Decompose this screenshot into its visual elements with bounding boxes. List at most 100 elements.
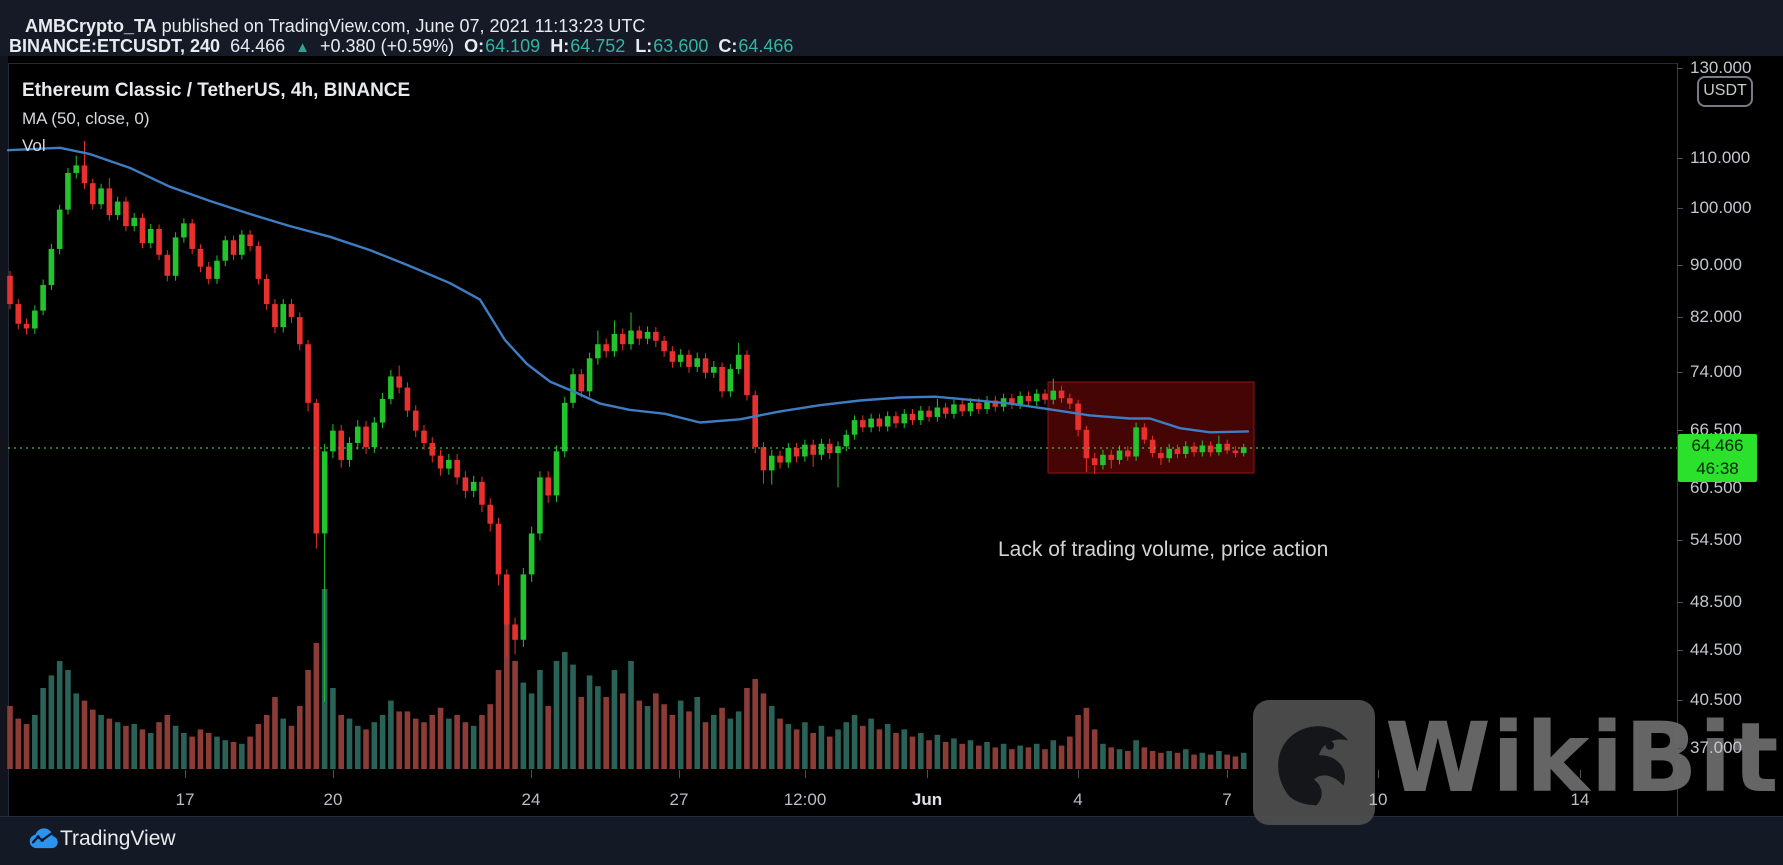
candle-body xyxy=(752,395,758,448)
candle-body xyxy=(462,477,469,491)
up-triangle-icon: ▲ xyxy=(295,39,310,56)
volume-bar xyxy=(1216,751,1222,769)
candle-body xyxy=(56,209,63,249)
candle-body xyxy=(255,246,262,279)
candle-body xyxy=(810,444,816,455)
volume-bar xyxy=(818,725,825,769)
candle-body xyxy=(802,444,808,457)
close-label: C: xyxy=(718,36,738,56)
candle-body xyxy=(570,374,576,403)
ma-indicator-label[interactable]: MA (50, close, 0) xyxy=(22,109,150,128)
time-tick xyxy=(1078,770,1079,778)
volume-bar xyxy=(1000,743,1007,769)
time-axis-label: 10 xyxy=(1368,790,1388,809)
candle-body xyxy=(653,331,659,341)
chart-area[interactable] xyxy=(0,56,1783,816)
candle-body xyxy=(1133,427,1139,457)
volume-bar xyxy=(1158,752,1164,769)
candle-body xyxy=(1025,395,1032,402)
candle-body xyxy=(992,400,999,407)
time-axis-label: 7 xyxy=(1222,790,1232,809)
candle-body xyxy=(661,340,667,352)
low-value: 63.600 xyxy=(653,36,709,56)
volume-bar xyxy=(992,747,999,769)
candle-body xyxy=(421,430,427,443)
publish-text: published on TradingView.com, June 07, 2… xyxy=(156,16,646,36)
volume-bar xyxy=(768,706,775,769)
current-price-badge: 64.466 46:38 xyxy=(1678,434,1757,482)
candle-body xyxy=(1149,439,1156,454)
candle-body xyxy=(636,330,643,339)
volume-bar xyxy=(1091,729,1098,769)
volume-bar xyxy=(1042,749,1048,769)
currency-unit-badge[interactable]: USDT xyxy=(1697,76,1753,107)
candle-body xyxy=(1166,448,1172,459)
volume-bar xyxy=(1182,749,1189,769)
candle-body xyxy=(876,418,883,427)
volume-bar xyxy=(90,709,96,769)
price-tick xyxy=(1677,650,1683,651)
candle-body xyxy=(1075,403,1081,430)
candle-body xyxy=(313,402,320,534)
candle-body xyxy=(181,223,187,238)
candle-body xyxy=(793,448,800,457)
candle-body xyxy=(147,228,154,244)
volume-bar xyxy=(272,697,278,769)
volume-bar xyxy=(1100,743,1106,769)
volume-bar xyxy=(893,733,899,769)
volume-bar xyxy=(346,718,353,769)
price-axis-label: 82.000 xyxy=(1690,307,1742,326)
volume-bar xyxy=(388,700,394,769)
candle-body xyxy=(470,481,477,491)
candle-body xyxy=(545,477,551,496)
close-value: 64.466 xyxy=(738,36,794,56)
highlight-box[interactable] xyxy=(1047,381,1255,474)
volume-bar xyxy=(1108,747,1115,769)
price-axis-label: 90.000 xyxy=(1690,255,1742,274)
candle-body xyxy=(1141,427,1148,440)
price-axis-label: 37.000 xyxy=(1690,738,1742,757)
candle-body xyxy=(669,351,676,362)
candle-body xyxy=(106,188,113,216)
volume-bar xyxy=(959,743,965,769)
current-price-value: 64.466 xyxy=(1691,436,1744,455)
symbol-name[interactable]: BINANCE:ETCUSDT, 240 xyxy=(9,36,221,56)
price-axis-separator[interactable] xyxy=(1677,63,1678,816)
candle-body xyxy=(15,304,22,324)
volume-bar xyxy=(553,661,560,769)
candle-body xyxy=(230,240,237,255)
volume-bar xyxy=(1025,747,1032,769)
volume-bar xyxy=(313,643,320,769)
candle-body xyxy=(396,376,402,388)
footer-brand-text[interactable]: TradingView xyxy=(60,827,176,850)
price-change: +0.380 (+0.59%) xyxy=(320,36,455,56)
candle-body xyxy=(379,398,386,423)
candle-body xyxy=(272,304,278,328)
candle-body xyxy=(479,481,485,505)
volume-bar xyxy=(338,715,344,769)
volume-bar xyxy=(537,670,543,769)
chart-title[interactable]: Ethereum Classic / TetherUS, 4h, BINANCE xyxy=(22,80,411,101)
high-label: H: xyxy=(550,36,570,56)
volume-bar xyxy=(214,736,220,769)
price-tick xyxy=(1677,317,1683,318)
volume-bar xyxy=(65,670,71,769)
candle-body xyxy=(1042,393,1048,400)
volume-bar xyxy=(727,718,734,769)
price-axis-label-hidden: 60.500 xyxy=(1690,478,1742,497)
volume-bar xyxy=(619,693,626,769)
candle-body xyxy=(48,248,55,286)
candle-body xyxy=(537,477,543,534)
tradingview-logo-icon[interactable] xyxy=(28,826,58,857)
price-tick xyxy=(1677,208,1683,209)
candle-body xyxy=(429,442,436,456)
volume-bar xyxy=(512,661,518,769)
price-tick xyxy=(1677,68,1683,69)
volume-bar xyxy=(843,722,850,769)
volume-bar xyxy=(454,715,460,769)
volume-bar xyxy=(495,670,502,769)
volume-indicator-label[interactable]: Vol xyxy=(22,136,46,155)
volume-bar xyxy=(412,718,419,769)
volume-bar xyxy=(719,707,725,769)
